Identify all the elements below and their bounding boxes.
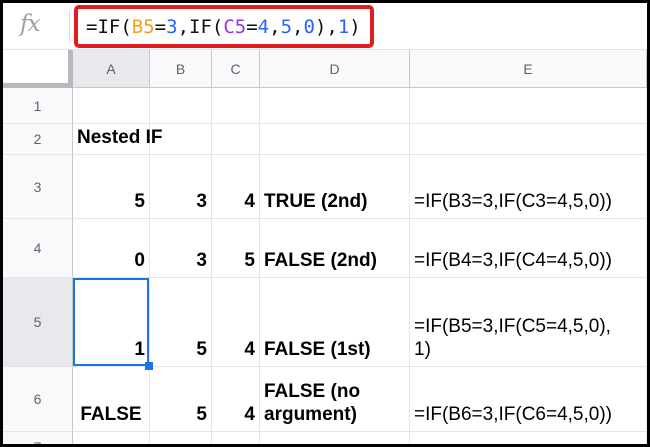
grid-rows: 1 2 Nested IF 3 5 3 4 TRUE (2nd) =IF(B3=3,IF(C3=… — [3, 88, 647, 444]
row-header-2[interactable]: 2 — [3, 124, 73, 155]
cell-B7[interactable] — [150, 432, 212, 444]
fill-handle[interactable] — [145, 362, 153, 370]
column-header-E[interactable]: E — [410, 50, 647, 88]
formula-token: , — [292, 15, 304, 38]
formula-bar: fx =IF(B5 = 3 ,IF(C5 = 4, 5, 0), 1) — [3, 3, 647, 50]
row-header-7[interactable]: 7 — [3, 432, 73, 444]
cell-D3[interactable]: TRUE (2nd) — [260, 155, 410, 219]
cell-E7[interactable] — [410, 432, 647, 444]
formula-token: 3 — [166, 15, 178, 38]
formula-token: B5 — [131, 15, 155, 38]
cell-D7[interactable] — [260, 432, 410, 444]
row-header-6[interactable]: 6 — [3, 367, 73, 432]
select-all-corner[interactable] — [3, 50, 73, 88]
formula-token: 0 — [303, 15, 315, 38]
column-header-B[interactable]: B — [150, 50, 212, 88]
cell-C4[interactable]: 5 — [212, 219, 260, 278]
cell-E6[interactable]: =IF(B6=3,IF(C6=4,5,0)) — [410, 367, 647, 432]
sheet-row-5: 5 1 5 4 FALSE (1st) =IF(B5=3,IF(C5=4,5,0), 1) — [3, 278, 647, 370]
column-header-A[interactable]: A — [73, 50, 150, 88]
fx-icon: fx — [20, 11, 41, 37]
sheet-row-6: 6 FALSE 5 4 FALSE (no argument) =IF(B6=3,IF(C… — [3, 367, 647, 432]
formula-token: = — [154, 15, 167, 38]
cell-B3[interactable]: 3 — [150, 155, 212, 219]
cell-D1[interactable] — [260, 88, 410, 124]
cell-A3[interactable]: 5 — [73, 155, 150, 219]
cell-B5[interactable]: 5 — [150, 278, 212, 367]
row-header-3[interactable]: 3 — [3, 155, 73, 219]
cell-B4[interactable]: 3 — [150, 219, 212, 278]
sheet-row-1: 1 — [3, 88, 647, 124]
sheet-row-4: 4 0 3 5 FALSE (2nd) =IF(B4=3,IF(C4=4,5,0)) — [3, 219, 647, 278]
formula-token: = — [246, 15, 258, 38]
cell-E2[interactable] — [410, 124, 647, 155]
sheet-row-2: 2 Nested IF — [3, 124, 647, 155]
cell-A7[interactable] — [73, 432, 150, 444]
cell-D2[interactable] — [260, 124, 410, 155]
cell-B1[interactable] — [150, 88, 212, 124]
cell-A6[interactable]: FALSE — [73, 367, 150, 432]
cell-D6[interactable]: FALSE (no argument) — [260, 367, 410, 432]
row-header-4[interactable]: 4 — [3, 219, 73, 278]
cell-C7[interactable] — [212, 432, 260, 444]
cell-C3[interactable]: 4 — [212, 155, 260, 219]
cell-E5[interactable]: =IF(B5=3,IF(C5=4,5,0), 1) — [410, 278, 647, 367]
column-header-D[interactable]: D — [260, 50, 410, 88]
sheet-row-7: 7 — [3, 432, 647, 444]
cell-B2[interactable] — [150, 124, 212, 155]
formula-token: ), — [314, 15, 338, 38]
formula-token: 5 — [280, 15, 293, 38]
formula-token: ) — [349, 15, 361, 38]
formula-token: 4 — [257, 15, 270, 38]
cell-E3[interactable]: =IF(B3=3,IF(C3=4,5,0)) — [410, 155, 647, 219]
row-header-1[interactable]: 1 — [3, 88, 73, 124]
cell-C6[interactable]: 4 — [212, 367, 260, 432]
cell-C1[interactable] — [212, 88, 260, 124]
cell-C2[interactable] — [212, 124, 260, 155]
cell-C5[interactable]: 4 — [212, 278, 260, 367]
formula-token: 1 — [337, 15, 350, 38]
column-header-C[interactable]: C — [212, 50, 260, 88]
formula-token: , — [269, 15, 281, 38]
cell-B6[interactable]: 5 — [150, 367, 212, 432]
sheet-row-3: 3 5 3 4 TRUE (2nd) =IF(B3=3,IF(C3=4,5,0)) — [3, 155, 647, 219]
cell-A4[interactable]: 0 — [73, 219, 150, 278]
cell-D4[interactable]: FALSE (2nd) — [260, 219, 410, 278]
formula-input[interactable]: =IF(B5 = 3 ,IF(C5 = 4, 5, 0), 1) — [86, 3, 361, 50]
cell-D5[interactable]: FALSE (1st) — [260, 278, 410, 367]
formula-token: C5 — [223, 15, 247, 38]
formula-bar-divider — [69, 11, 70, 42]
formula-token: ,IF( — [177, 15, 224, 38]
cell-E4[interactable]: =IF(B4=3,IF(C4=4,5,0)) — [410, 219, 647, 278]
cell-A5[interactable]: 1 — [73, 278, 153, 370]
cell-E1[interactable] — [410, 88, 647, 124]
cell-A1[interactable] — [73, 88, 150, 124]
cell-A2[interactable]: Nested IF — [73, 124, 163, 155]
formula-token: =IF( — [86, 15, 132, 38]
row-header-5[interactable]: 5 — [3, 278, 73, 367]
